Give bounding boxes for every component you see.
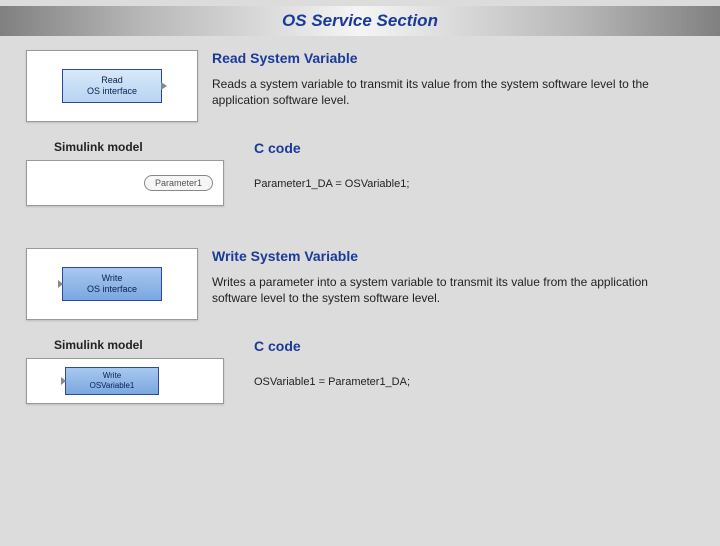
read-section: Read OS interface Read System Variable R…: [26, 50, 694, 122]
ccode-label: C code: [254, 140, 694, 156]
write-block-box: Write OS interface: [26, 248, 198, 320]
block-label: OSVariable1: [90, 381, 135, 391]
content: Read OS interface Read System Variable R…: [0, 36, 720, 404]
write-description: Writes a parameter into a system variabl…: [212, 274, 694, 306]
write-code: OSVariable1 = Parameter1_DA;: [254, 376, 694, 388]
simulink-model-label: Simulink model: [54, 338, 224, 352]
output-port-icon: [161, 82, 167, 90]
read-block-box: Read OS interface: [26, 50, 198, 122]
simulink-model-label: Simulink model: [54, 140, 224, 154]
read-text: Read System Variable Reads a system vari…: [198, 50, 694, 108]
read-ccode-col: C code Parameter1_DA = OSVariable1;: [224, 140, 694, 190]
read-simulink-col: Simulink model Parameter1: [26, 140, 224, 206]
parameter-pill: Parameter1: [144, 175, 213, 191]
write-ccode-col: C code OSVariable1 = Parameter1_DA;: [224, 338, 694, 388]
read-description: Reads a system variable to transmit its …: [212, 76, 694, 108]
block-label: Write: [103, 371, 122, 381]
write-details-row: Simulink model Write OSVariable1 C code …: [26, 338, 694, 404]
block-label: OS interface: [87, 86, 137, 97]
write-os-interface-block: Write OS interface: [62, 267, 162, 301]
write-simulink-col: Simulink model Write OSVariable1: [26, 338, 224, 404]
read-code: Parameter1_DA = OSVariable1;: [254, 178, 694, 190]
page-title: OS Service Section: [282, 11, 438, 31]
write-text: Write System Variable Writes a parameter…: [198, 248, 694, 306]
read-heading: Read System Variable: [212, 50, 694, 66]
input-port-icon: [58, 280, 63, 288]
block-label: Write: [102, 273, 123, 284]
read-os-interface-block: Read OS interface: [62, 69, 162, 103]
write-osvariable-block: Write OSVariable1: [65, 367, 159, 395]
block-label: Read: [101, 75, 123, 86]
write-section: Write OS interface Write System Variable…: [26, 248, 694, 320]
header-bar: OS Service Section: [0, 6, 720, 36]
read-simulink-box: Parameter1: [26, 160, 224, 206]
write-heading: Write System Variable: [212, 248, 694, 264]
block-label: OS interface: [87, 284, 137, 295]
read-details-row: Simulink model Parameter1 C code Paramet…: [26, 140, 694, 206]
ccode-label: C code: [254, 338, 694, 354]
write-simulink-box: Write OSVariable1: [26, 358, 224, 404]
input-port-icon: [61, 377, 66, 385]
